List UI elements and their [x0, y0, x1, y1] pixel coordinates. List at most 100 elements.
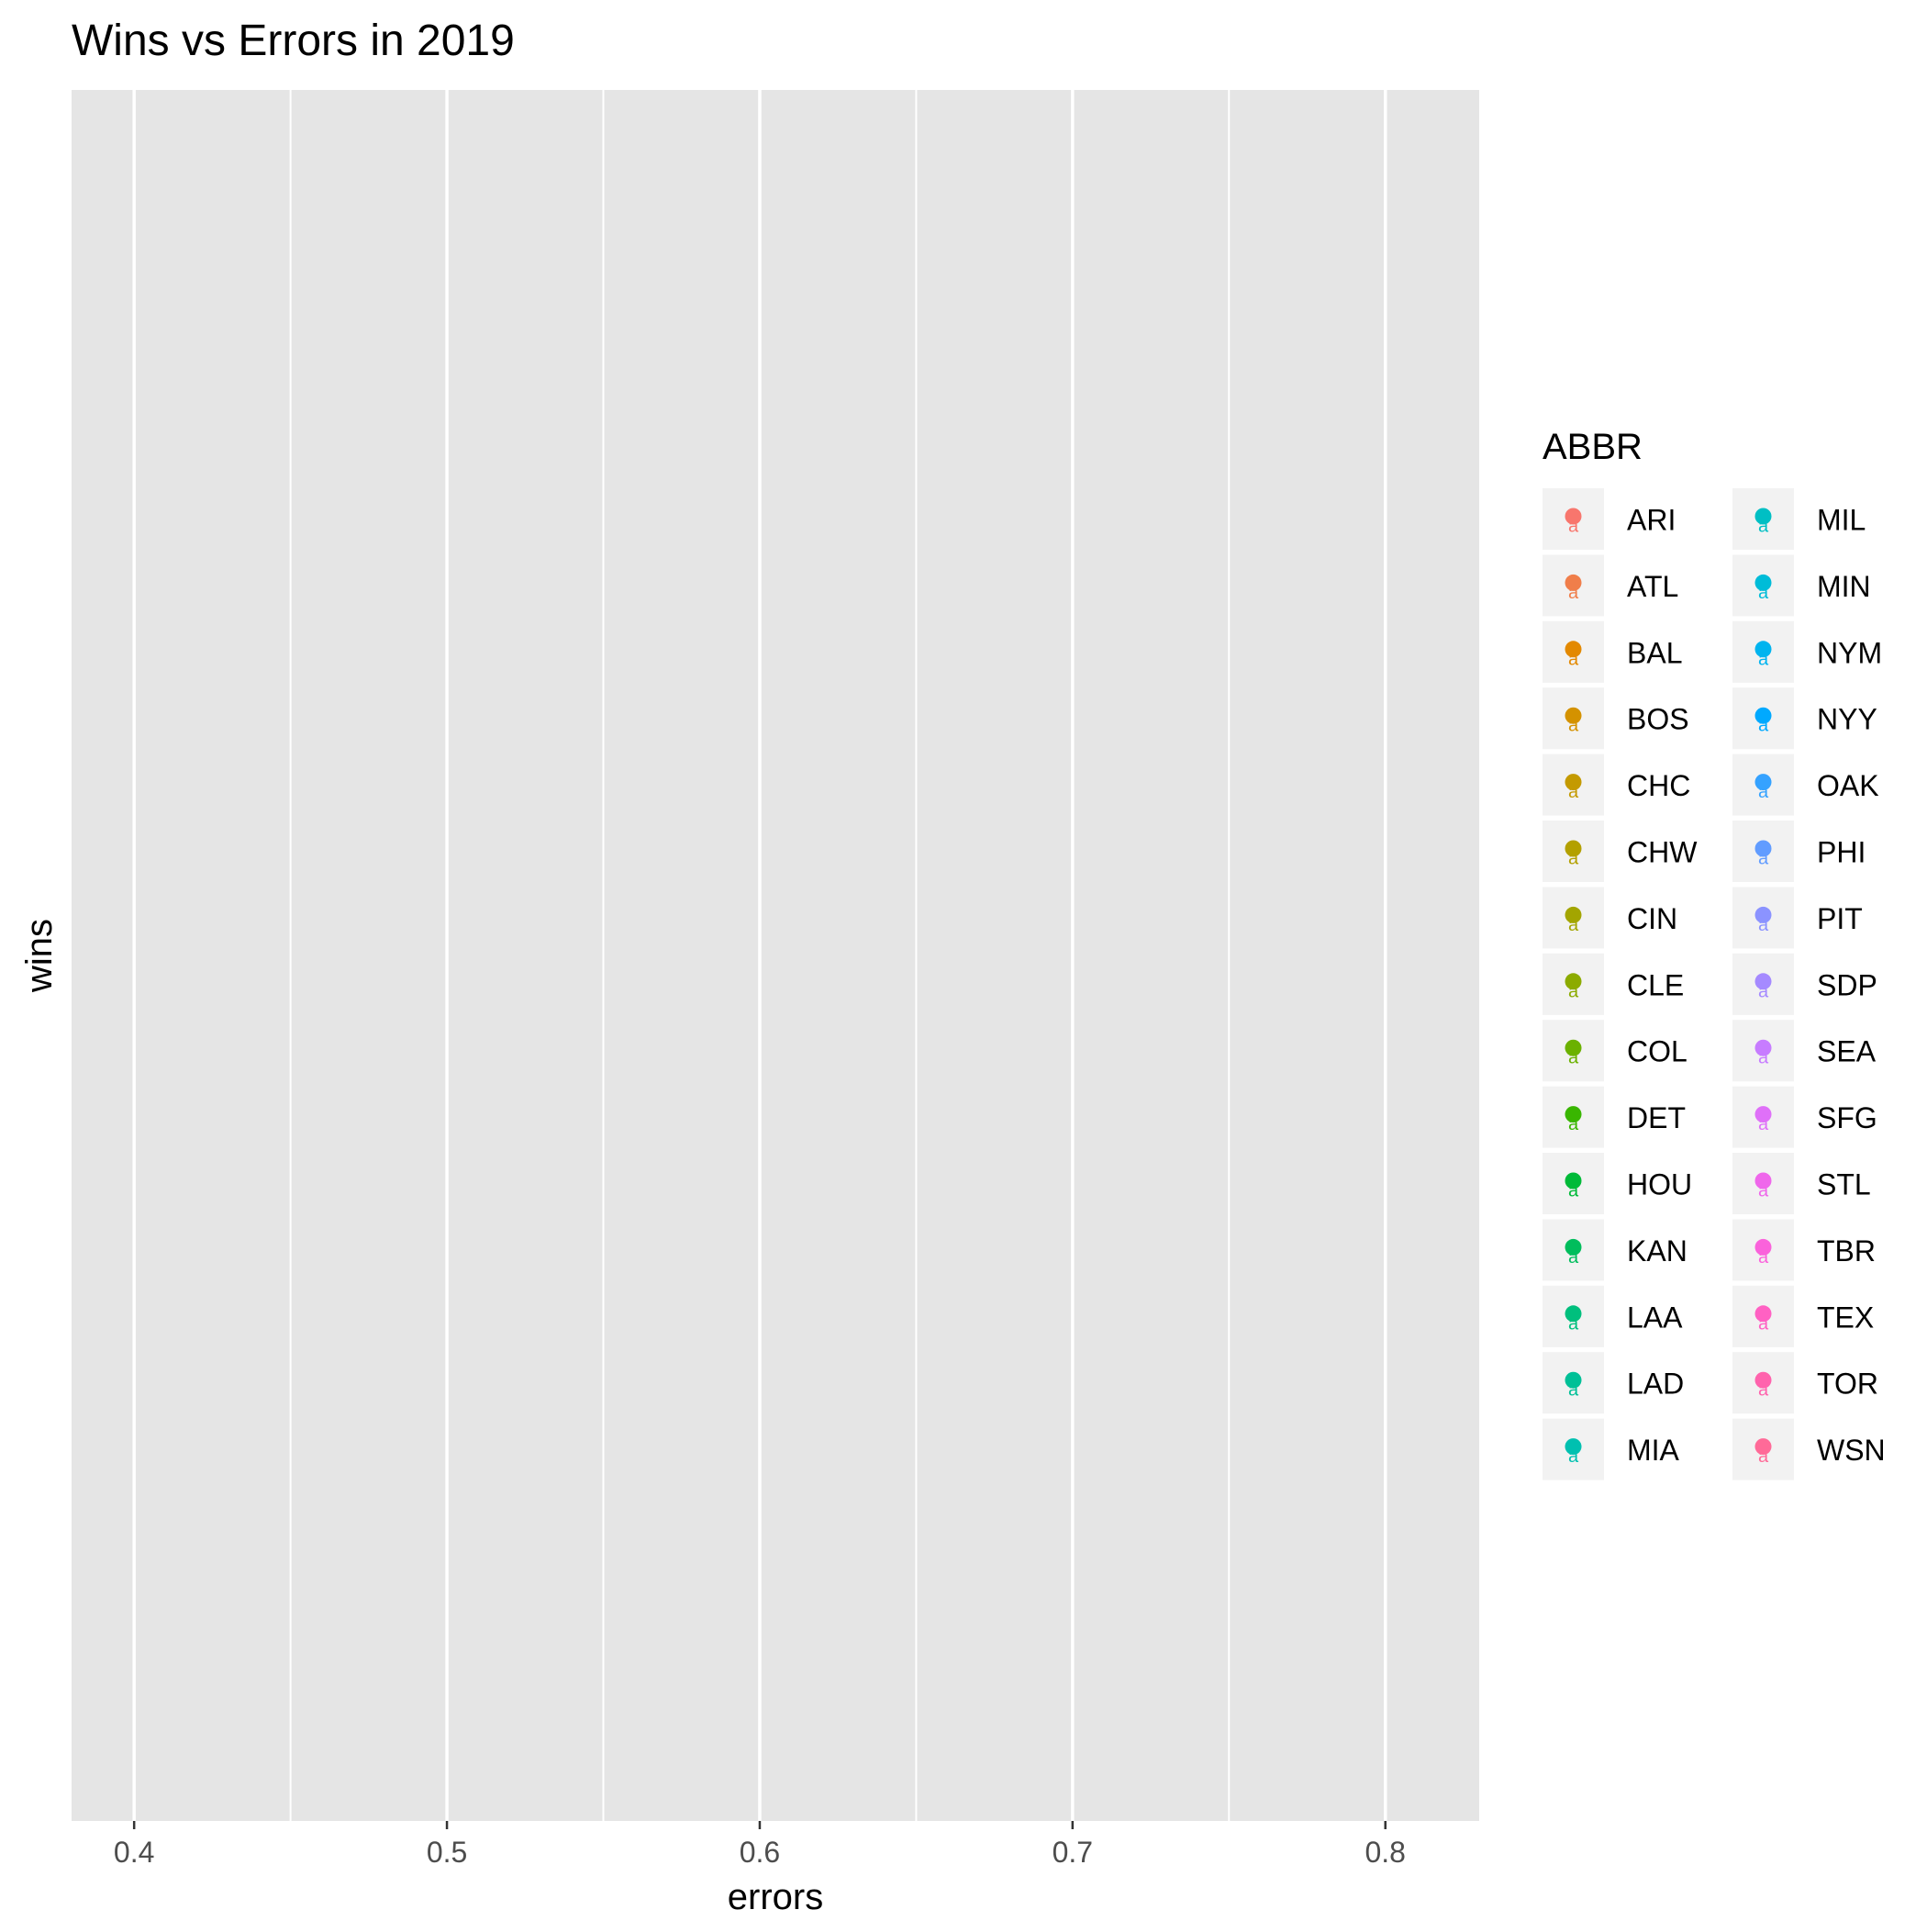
legend-item-laa: a LAA	[1543, 1285, 1683, 1347]
legend-label: TBR	[1817, 1234, 1876, 1268]
legend-key-point	[1754, 1238, 1772, 1256]
legend-label: WSN	[1817, 1434, 1886, 1467]
legend-key-point	[1565, 840, 1582, 857]
legend-label: BOS	[1627, 703, 1689, 736]
legend-key-point	[1754, 1106, 1772, 1123]
legend-item-stl: a STL	[1732, 1153, 1871, 1214]
legend-label: ATL	[1627, 570, 1678, 603]
x-tick-label: 0.6	[740, 1836, 780, 1869]
legend-item-nym: a NYM	[1732, 620, 1882, 683]
legend-key-text-glyph: a	[1758, 1048, 1769, 1068]
legend-item-chw: a CHW	[1543, 821, 1698, 882]
legend-key-text-glyph: a	[1568, 583, 1579, 603]
chart-title: Wins vs Errors in 2019	[72, 17, 515, 65]
x-tick-label: 0.4	[114, 1836, 154, 1869]
legend-key-point	[1565, 641, 1582, 658]
legend-key-text-glyph: a	[1568, 782, 1579, 802]
legend-key-point	[1754, 508, 1772, 525]
legend-key-text-glyph: a	[1568, 1380, 1579, 1401]
legend-label: SEA	[1817, 1035, 1877, 1068]
legend-key-text-glyph: a	[1758, 1380, 1769, 1401]
legend-key-point	[1754, 840, 1772, 857]
legend-item-sea: a SEA	[1732, 1020, 1877, 1082]
legend-item-tbr: a TBR	[1732, 1219, 1876, 1281]
legend-key-point	[1754, 774, 1772, 791]
legend-item-sfg: a SFG	[1732, 1086, 1877, 1148]
legend-key-text-glyph: a	[1758, 716, 1769, 736]
legend-item-det: a DET	[1543, 1086, 1686, 1148]
legend-key-point	[1565, 1172, 1582, 1189]
legend-key-text-glyph: a	[1568, 1313, 1579, 1334]
legend-label: CHC	[1627, 769, 1690, 802]
legend-label: PHI	[1817, 836, 1866, 869]
legend-item-sdp: a SDP	[1732, 953, 1877, 1015]
legend-key-point	[1565, 574, 1582, 591]
legend-item-pit: a PIT	[1732, 887, 1863, 949]
legend-key-text-glyph: a	[1758, 1446, 1769, 1467]
legend-label: COL	[1627, 1035, 1688, 1068]
legend-label: STL	[1817, 1168, 1871, 1201]
legend-key-text-glyph: a	[1758, 915, 1769, 935]
legend-item-ari: a ARI	[1543, 488, 1676, 550]
legend-item-bal: a BAL	[1543, 620, 1682, 683]
legend-label: BAL	[1627, 636, 1682, 669]
legend-item-kan: a KAN	[1543, 1219, 1688, 1281]
legend-key-point	[1754, 1305, 1772, 1323]
legend-key-point	[1565, 1438, 1582, 1456]
legend-key-text-glyph: a	[1568, 716, 1579, 736]
x-tick-label: 0.7	[1053, 1836, 1093, 1869]
x-axis-tick-labels: 0.4 0.5 0.6 0.7 0.8	[114, 1836, 1406, 1869]
legend-key-point	[1565, 707, 1582, 724]
legend-key-point	[1565, 1305, 1582, 1323]
legend-label: NYM	[1817, 636, 1882, 669]
legend-label: ARI	[1627, 504, 1676, 537]
legend-key-point	[1565, 906, 1582, 923]
legend-label: SFG	[1817, 1101, 1877, 1134]
legend-key-text-glyph: a	[1758, 583, 1769, 603]
legend-label: HOU	[1627, 1168, 1692, 1201]
legend-key-point	[1754, 1371, 1772, 1389]
legend-label: DET	[1627, 1101, 1686, 1134]
legend-key-point	[1565, 973, 1582, 990]
legend-key-text-glyph: a	[1568, 517, 1579, 537]
legend-key-text-glyph: a	[1758, 782, 1769, 802]
legend-label: CHW	[1627, 836, 1698, 869]
legend-label: MIN	[1817, 570, 1871, 603]
legend-item-tor: a TOR	[1732, 1352, 1878, 1414]
legend-item-col: a COL	[1543, 1020, 1688, 1082]
legend-key-text-glyph: a	[1568, 1247, 1579, 1268]
legend-key-point	[1565, 1371, 1582, 1389]
legend-key-point	[1754, 1172, 1772, 1189]
legend-key-text-glyph: a	[1568, 1048, 1579, 1068]
legend-item-tex: a TEX	[1732, 1285, 1874, 1347]
legend-item-cle: a CLE	[1543, 953, 1684, 1015]
legend-item-mia: a MIA	[1543, 1418, 1680, 1480]
legend-key-point	[1565, 1106, 1582, 1123]
legend-item-cin: a CIN	[1543, 887, 1677, 949]
legend-key-point	[1565, 1039, 1582, 1056]
legend-key-text-glyph: a	[1758, 849, 1769, 869]
legend-key-text-glyph: a	[1568, 915, 1579, 935]
legend-key-point	[1565, 774, 1582, 791]
legend-item-min: a MIN	[1732, 554, 1871, 617]
legend-item-wsn: a WSN	[1732, 1418, 1886, 1480]
legend-key-text-glyph: a	[1758, 1181, 1769, 1201]
legend-label: CLE	[1627, 968, 1684, 1001]
grid-lines	[132, 90, 1387, 1821]
x-axis-title: errors	[728, 1877, 823, 1917]
legend-item-oak: a OAK	[1732, 754, 1879, 816]
legend-key-text-glyph: a	[1568, 1114, 1579, 1134]
legend-key-text-glyph: a	[1568, 849, 1579, 869]
legend-key-text-glyph: a	[1568, 1181, 1579, 1201]
legend-item-phi: a PHI	[1732, 821, 1866, 882]
legend-label: SDP	[1817, 968, 1877, 1001]
legend-key-point	[1754, 973, 1772, 990]
legend-label: OAK	[1817, 769, 1879, 802]
legend-label: MIA	[1627, 1434, 1680, 1467]
legend-label: PIT	[1817, 902, 1863, 935]
legend-item-hou: a HOU	[1543, 1153, 1692, 1214]
legend: a ARI a ATL a BAL a BOS a CHC a CHW a CIN a CLE a COL a DET…	[1543, 488, 1886, 1480]
legend-key-point	[1754, 641, 1772, 658]
